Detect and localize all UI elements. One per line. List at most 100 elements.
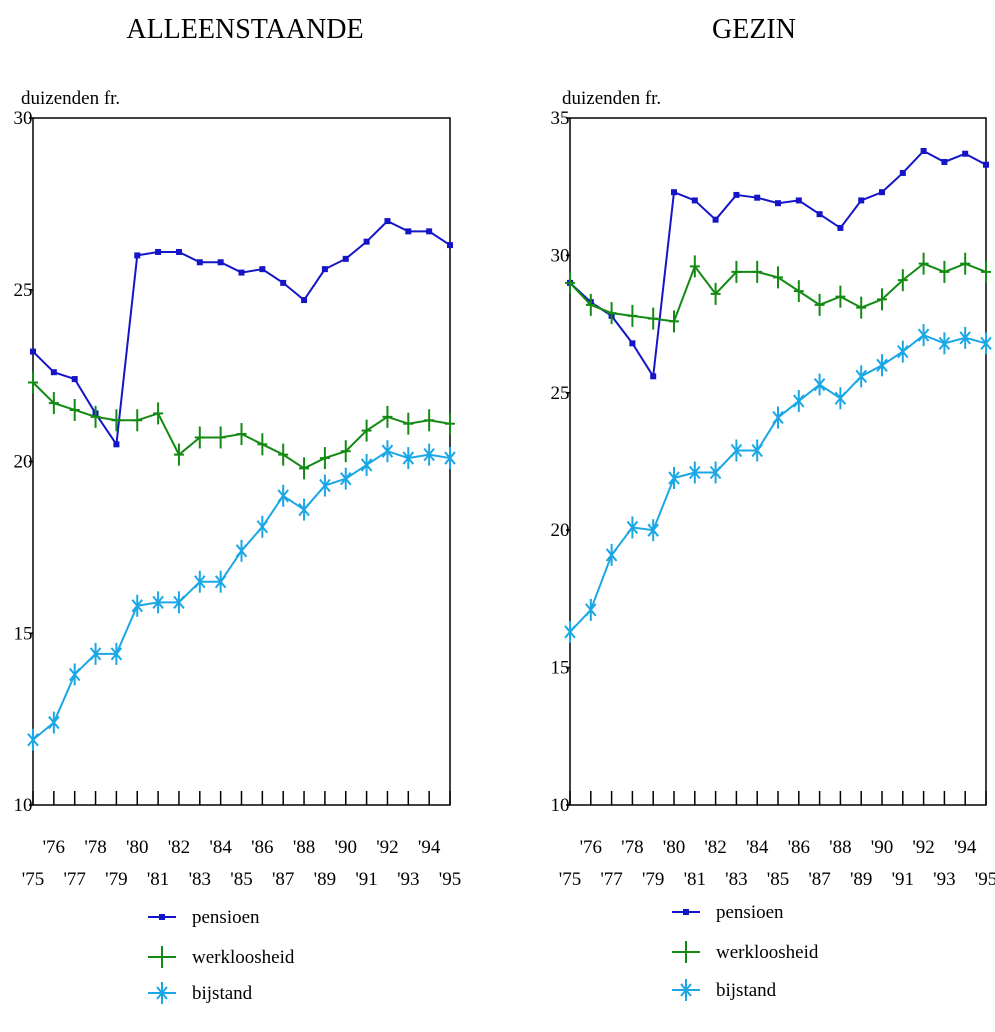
gezin-xtick-label: '90 [871, 837, 893, 858]
alleenstaande-xtick-label: '81 [147, 869, 169, 890]
gezin-series-pensioen-point [941, 158, 948, 165]
gezin-series-bijstand-point [626, 516, 639, 539]
gezin-series-werkloosheid-point [814, 293, 825, 316]
alleenstaande-legend-bijstand: bijstand [148, 982, 253, 1004]
gezin-series-bijstand-point [730, 439, 743, 462]
gezin-legend-marker [681, 941, 691, 963]
gezin-series-bijstand-point [897, 340, 909, 363]
alleenstaande-xtick-label: '92 [376, 837, 398, 858]
alleenstaande-series-pensioen-point-shape [259, 266, 266, 273]
gezin-series-bijstand-point-d2 [772, 410, 784, 425]
gezin-series-bijstand-point-d2 [959, 331, 971, 345]
gezin-series-bijstand-point [689, 461, 701, 484]
gezin-series-bijstand-point [793, 390, 805, 413]
alleenstaande-series-pensioen-point [321, 266, 328, 273]
gezin-series-bijstand-point-d2 [585, 603, 597, 617]
gezin-series-bijstand-point-d2 [605, 548, 618, 562]
gezin-ytick-label: 30 [551, 245, 570, 266]
gezin-series-werkloosheid-point [793, 280, 804, 303]
gezin-series-bijstand-point-d2 [834, 391, 847, 405]
alleenstaande-series-pensioen-point-shape [155, 248, 162, 255]
alleenstaande-legend-pensioen: pensioen [148, 907, 260, 928]
alleenstaande-chart: ALLEENSTAANDE duizenden fr. 10 15 20 25 30 '76 '… [14, 14, 461, 1004]
gezin-series-pensioen-point-shape [795, 197, 802, 204]
alleenstaande-series-pensioen-point [426, 228, 433, 235]
gezin-series-pensioen-point-shape [962, 150, 969, 157]
gezin-series-pensioen-point-shape [879, 189, 885, 196]
gezin-xtick-label: '88 [829, 837, 851, 858]
gezin-series-bijstand-point [876, 354, 888, 377]
alleenstaande-xtick-label: '77 [63, 869, 85, 890]
alleenstaande-series-bijstand-point-d2 [110, 647, 123, 661]
alleenstaande-series-bijstand-point [319, 474, 331, 497]
gezin-series-bijstand-point [834, 387, 847, 410]
alleenstaande-series-pensioen-point-shape [447, 242, 453, 249]
gezin-ytick-label: 15 [551, 658, 570, 679]
gezin-series-bijstand-point [605, 543, 618, 566]
alleenstaande-series-werkloosheid-point [111, 409, 122, 432]
gezin-xtick-label: '89 [850, 869, 872, 890]
alleenstaande-series-bijstand-point [152, 591, 164, 614]
alleenstaande-xtick-label: '80 [126, 837, 148, 858]
gezin-series-pensioen-point-shape [858, 197, 865, 204]
gezin-series-pensioen-point-shape [733, 191, 740, 198]
alleenstaande-series-bijstand-point-d2 [339, 472, 352, 486]
alleenstaande-series-werkloosheid-point [257, 433, 268, 456]
gezin-legend-pensioen: pensioen [672, 902, 784, 923]
alleenstaande-series-pensioen-point-shape [217, 259, 224, 266]
alleenstaande-series-bijstand-point-d2 [381, 444, 394, 458]
alleenstaande-series-pensioen-point [363, 238, 370, 245]
gezin-xtick-label: '82 [704, 837, 726, 858]
alleenstaande-series-pensioen-point-shape [175, 248, 182, 255]
alleenstaande-xtick-label: '85 [230, 869, 252, 890]
alleenstaande-series-pensioen-point [280, 279, 287, 286]
alleenstaande-series-bijstand-point [235, 539, 248, 562]
gezin-series-bijstand-point-d2 [709, 465, 722, 480]
gezin-series-werkloosheid-point [606, 302, 617, 325]
alleenstaande-series-pensioen-point [175, 248, 182, 255]
gezin-legend-label: pensioen [716, 902, 784, 923]
gezin-legend-marker [683, 909, 689, 915]
alleenstaande-series-werkloosheid-point [194, 426, 205, 449]
gezin-series-pensioen-point [879, 189, 885, 196]
gezin-series-pensioen-point [899, 169, 906, 176]
alleenstaande-legend-werkloosheid: werkloosheid [148, 946, 295, 968]
gezin-series-werkloosheid-point [877, 288, 887, 311]
gezin-series-bijstand-point-d2 [855, 369, 867, 383]
alleenstaande-series-pensioen-point [155, 248, 162, 255]
alleenstaande-series-pensioen-point [447, 242, 453, 249]
gezin-series-werkloosheid-point [897, 269, 908, 292]
alleenstaande-series-pensioen-point [113, 441, 120, 448]
gezin-series-bijstand-point [980, 332, 992, 355]
alleenstaande-series-bijstand-point [110, 642, 123, 665]
gezin-plot-frame [569, 117, 987, 806]
alleenstaande-series-pensioen-point-shape [134, 252, 141, 259]
gezin-series-bijstand-point-d2 [564, 625, 576, 639]
gezin-series-bijstand-point-d2 [793, 394, 805, 408]
alleenstaande-legend-marker-d2 [156, 986, 168, 1000]
alleenstaande-series-bijstand-point-d2 [256, 520, 269, 534]
alleenstaande-xtick-label: '78 [84, 837, 106, 858]
gezin-xtick-label: '80 [663, 837, 685, 858]
gezin-series-bijstand-point-d2 [980, 336, 992, 350]
alleenstaande-series-werkloosheid-point [361, 419, 372, 442]
gezin-xtick-label: '83 [725, 869, 747, 890]
alleenstaande-xtick-label: '86 [251, 837, 273, 858]
gezin-series-werkloosheid-point [669, 310, 679, 333]
gezin-series-pensioen-point [629, 340, 636, 347]
alleenstaande-series-bijstand-point [423, 443, 435, 466]
gezin-series-pensioen-point [920, 147, 927, 154]
alleenstaande-series-werkloosheid-point [48, 392, 59, 415]
alleenstaande-xtick-label: '84 [209, 837, 232, 858]
gezin-series-werkloosheid-point [981, 260, 991, 283]
alleenstaande-series-bijstand-point-d2 [298, 502, 310, 517]
alleenstaande-legend-label: werkloosheid [192, 947, 295, 968]
gezin-series-bijstand-point [585, 598, 597, 621]
gezin-ytick-label: 20 [551, 520, 570, 541]
gezin-series-pensioen-point [858, 197, 865, 204]
gezin-xtick-label: '77 [600, 869, 622, 890]
alleenstaande-series-werkloosheid-point [278, 443, 289, 466]
gezin-legend-werkloosheid: werkloosheid [672, 941, 819, 963]
alleenstaande-xtick-label: '89 [314, 869, 336, 890]
